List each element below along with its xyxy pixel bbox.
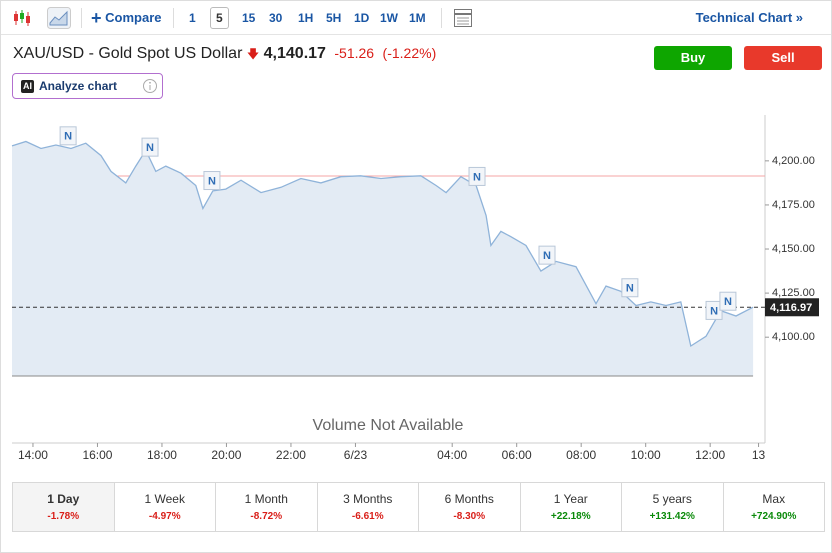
y-tick-label: 4,200.00 xyxy=(772,155,815,167)
price-change: -51.26 xyxy=(334,45,375,61)
interval-button[interactable]: 30 xyxy=(269,11,283,25)
area-icon[interactable] xyxy=(47,7,71,29)
period-cell[interactable]: 1 Month -8.72% xyxy=(216,483,318,531)
period-label: 3 Months xyxy=(343,492,393,506)
news-marker[interactable] xyxy=(621,278,639,298)
news-marker-label: N xyxy=(146,142,154,154)
table-icon[interactable] xyxy=(453,8,473,28)
period-label: 1 Month xyxy=(244,492,288,506)
candle-icon xyxy=(14,10,30,26)
x-tick-label: 12:00 xyxy=(695,448,725,462)
y-tick-label: 4,100.00 xyxy=(772,331,815,343)
x-tick-label: 20:00 xyxy=(211,448,241,462)
compare-label: Compare xyxy=(105,10,162,25)
last-price-label: 4,116.97 xyxy=(770,302,812,314)
x-tick-label: 16:00 xyxy=(82,448,112,462)
x-tick-label: 22:00 xyxy=(276,448,306,462)
interval-button[interactable]: 1M xyxy=(409,11,426,25)
period-cell[interactable]: 1 Week -4.97% xyxy=(115,483,216,531)
period-cell[interactable]: 6 Months -8.30% xyxy=(419,483,521,531)
news-marker[interactable] xyxy=(468,166,486,186)
period-cell[interactable]: 3 Months -6.61% xyxy=(318,483,419,531)
news-marker-label: N xyxy=(626,283,634,295)
x-tick-label: 04:00 xyxy=(437,448,467,462)
period-cell[interactable]: 1 Day -1.78% xyxy=(13,483,115,531)
compare-button[interactable]: + Compare xyxy=(91,8,162,28)
chart: 4,100.00 4,125.00 4,150.00 4,175.00 4,200.00… xyxy=(11,115,819,462)
y-tick-label: 4,150.00 xyxy=(772,243,815,255)
period-change: -4.97% xyxy=(148,511,181,522)
interval-button[interactable]: 1W xyxy=(380,11,398,25)
analyze-button[interactable]: AI Analyze chart xyxy=(12,73,163,99)
buy-button[interactable]: Buy xyxy=(654,46,732,70)
news-marker[interactable] xyxy=(538,245,556,265)
y-tick-label: 4,175.00 xyxy=(772,199,815,211)
period-cell[interactable]: 1 Year +22.18% xyxy=(521,483,622,531)
period-label: 5 years xyxy=(652,492,692,506)
instrument-header: XAU/USD - Gold Spot US Dollar 🡇 4,140.17… xyxy=(13,45,437,62)
period-label: 1 Day xyxy=(47,492,80,506)
interval-button[interactable]: 5 xyxy=(210,7,229,29)
news-marker-label: N xyxy=(64,131,72,143)
interval-button[interactable]: 1H xyxy=(298,11,314,25)
period-cell[interactable]: Max +724.90% xyxy=(724,483,825,531)
price-line xyxy=(11,140,754,348)
interval-button[interactable]: 1 xyxy=(189,11,196,25)
period-change: +131.42% xyxy=(649,511,695,522)
news-marker-label: N xyxy=(724,296,732,308)
x-tick-label: 14:00 xyxy=(18,448,48,462)
x-tick-label: 13 xyxy=(752,448,766,462)
period-change: -8.30% xyxy=(453,511,486,522)
news-marker[interactable] xyxy=(203,171,221,191)
analyze-label: Analyze chart xyxy=(39,79,118,93)
news-marker[interactable] xyxy=(141,137,159,157)
news-marker[interactable] xyxy=(59,126,77,146)
news-marker-label: N xyxy=(710,305,718,317)
x-tick-label: 18:00 xyxy=(147,448,177,462)
area-fill xyxy=(12,141,754,376)
ai-badge: AI xyxy=(21,80,34,93)
price-change-percent: (-1.22%) xyxy=(382,45,437,61)
info-icon[interactable] xyxy=(142,78,158,94)
x-tick-label: 08:00 xyxy=(566,448,596,462)
period-change: -8.72% xyxy=(250,511,283,522)
volume-annotation: Volume Not Available xyxy=(313,417,464,434)
news-marker-label: N xyxy=(208,175,216,187)
title: XAU/USD - Gold Spot US Dollar xyxy=(13,45,243,62)
period-label: Max xyxy=(762,492,786,506)
x-tick-label: 06:00 xyxy=(502,448,532,462)
interval-button[interactable]: 5H xyxy=(326,11,342,25)
y-tick-label: 4,125.00 xyxy=(772,287,815,299)
x-tick-label: 10:00 xyxy=(631,448,661,462)
news-marker-label: N xyxy=(543,250,551,262)
last-price-box xyxy=(765,298,819,317)
interval-button[interactable]: 15 xyxy=(242,11,256,25)
period-cell[interactable]: 5 years +131.42% xyxy=(622,483,724,531)
period-change: -1.78% xyxy=(47,511,80,522)
interval-button[interactable]: 1D xyxy=(354,11,370,25)
news-marker[interactable] xyxy=(719,291,737,311)
period-change: +22.18% xyxy=(550,511,591,522)
toolbar: + Compare 1 5 15 30 1H 5H 1D 1W 1M Technical Cha… xyxy=(1,1,831,35)
x-tick-label: 6/23 xyxy=(344,448,368,462)
period-label: 1 Year xyxy=(553,492,588,506)
technical-chart-link[interactable]: Technical Chart » xyxy=(695,10,803,25)
period-change: -6.61% xyxy=(351,511,384,522)
price: 4,140.17 xyxy=(263,45,326,62)
sell-button[interactable]: Sell xyxy=(744,46,822,70)
period-change: +724.90% xyxy=(751,511,797,522)
period-label: 6 Months xyxy=(444,492,494,506)
news-marker-label: N xyxy=(473,171,481,183)
period-label: 1 Week xyxy=(144,492,185,506)
period-bar: 1 Day -1.78% 1 Week -4.97% 1 Month -8.72% 3 Mo… xyxy=(12,482,825,532)
